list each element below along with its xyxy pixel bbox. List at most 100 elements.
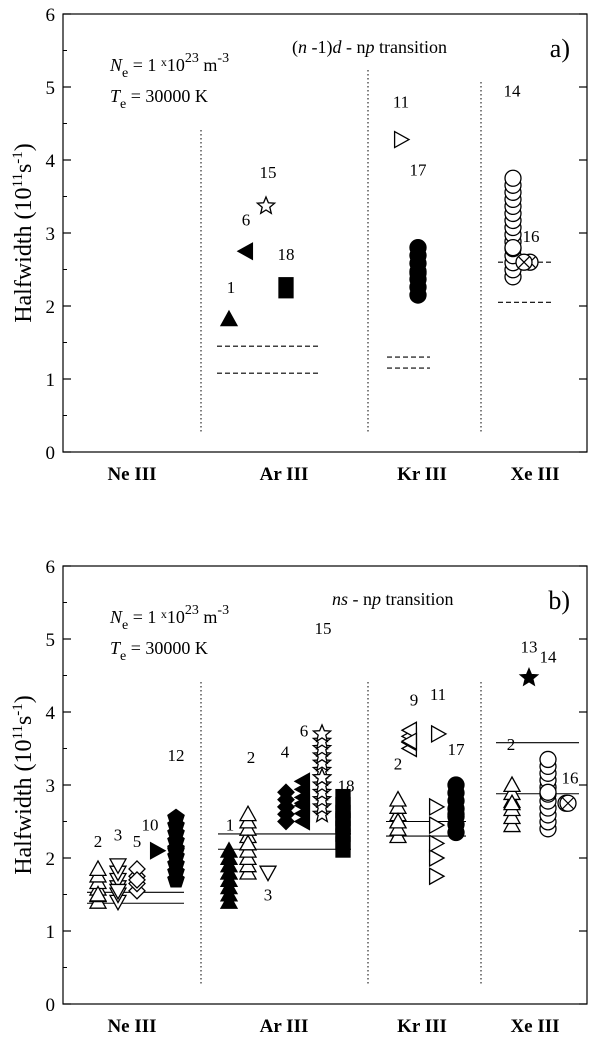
marker [311, 745, 333, 765]
point-label: 11 [393, 93, 409, 112]
point-label: 5 [133, 832, 142, 851]
data-point-18: 18 [335, 777, 355, 858]
point-label: 2 [507, 735, 516, 754]
marker [447, 805, 465, 823]
y-tick-label: 1 [46, 922, 56, 943]
marker [539, 783, 557, 801]
marker [428, 797, 446, 817]
data-point-17: 17 [409, 161, 428, 304]
data-point-9: 9 [400, 690, 419, 758]
marker [502, 775, 522, 793]
category-label: Kr III [397, 464, 447, 485]
text-span: = 1 [128, 55, 161, 75]
point-label: 12 [168, 746, 185, 765]
y-axis-label: Halfwidth (1011s-1) [10, 695, 37, 875]
marker [502, 807, 522, 825]
marker [430, 724, 448, 744]
data-point-1: 1 [219, 278, 239, 327]
text-span: - n [348, 589, 372, 609]
marker [428, 867, 446, 886]
marker [311, 774, 333, 794]
data-point-3: 3 [258, 865, 278, 905]
data-point-2: 2 [88, 832, 108, 909]
data-point-2: 2 [502, 735, 522, 833]
marker [428, 834, 446, 853]
marker [393, 130, 411, 149]
marker [447, 776, 465, 794]
text-span: e [120, 97, 126, 112]
marker [128, 870, 146, 889]
text-span: ) [11, 695, 37, 703]
point-label: 3 [114, 825, 123, 844]
text-span: d [333, 37, 343, 57]
text-span: N [109, 55, 123, 75]
text-span: 11 [10, 725, 26, 739]
point-label: 2 [247, 748, 256, 767]
electron-temperature: Te = 30000 K [110, 86, 208, 112]
data-point-18: 18 [278, 245, 295, 299]
marker [108, 858, 128, 875]
text-span: m [199, 55, 218, 75]
panel-title: ns - np transition [332, 589, 454, 609]
category-label: Ne III [107, 1016, 156, 1037]
data-point-15: 15 [311, 619, 333, 823]
marker [409, 238, 427, 257]
y-tick-label: 5 [46, 78, 56, 99]
data-point-16: 16 [515, 227, 540, 271]
point-label: 2 [94, 832, 103, 851]
marker [400, 721, 418, 740]
point-label: 9 [410, 690, 419, 709]
text-span: ns [332, 589, 348, 609]
marker [518, 667, 540, 687]
text-span: ) [11, 143, 37, 151]
y-tick-label: 0 [46, 995, 56, 1016]
marker [539, 750, 557, 769]
y-tick-label: 6 [46, 557, 56, 578]
marker [428, 816, 446, 835]
point-label: 1 [227, 278, 236, 297]
text-span: e [120, 649, 126, 664]
text-span: e [122, 66, 128, 81]
marker [108, 883, 128, 901]
marker [335, 788, 351, 811]
text-span: 11 [10, 173, 26, 187]
text-span: s [11, 164, 37, 173]
marker-cross [518, 256, 530, 269]
marker [335, 810, 351, 833]
text-span: e [122, 618, 128, 633]
point-label: 13 [521, 638, 538, 657]
marker [219, 841, 239, 858]
marker [559, 794, 577, 812]
marker [311, 737, 333, 758]
point-label: 14 [504, 81, 522, 100]
text-span: -3 [217, 51, 229, 66]
text-span: -1) [307, 37, 333, 58]
text-span: N [109, 607, 123, 627]
marker [311, 730, 333, 750]
point-label: 15 [260, 163, 277, 182]
electron-density: Ne = 1 x1023 m-3 [109, 51, 229, 81]
y-tick-label: 4 [46, 703, 56, 724]
marker [167, 841, 185, 859]
point-label: 16 [523, 227, 540, 246]
text-span: transition [381, 589, 454, 609]
point-label: 11 [430, 685, 446, 704]
y-tick-label: 5 [46, 630, 56, 651]
y-tick-label: 1 [46, 370, 56, 391]
text-span: - n [342, 37, 366, 57]
data-point-4: 4 [277, 742, 295, 831]
point-label: 17 [410, 161, 428, 180]
text-span: n [298, 37, 307, 57]
text-span: s [11, 716, 37, 725]
category-label: Xe III [510, 1016, 559, 1037]
point-label: 4 [281, 742, 290, 761]
marker [502, 815, 522, 833]
marker [388, 812, 408, 829]
marker [149, 841, 167, 860]
point-label: 6 [300, 721, 309, 740]
text-span: transition [375, 37, 448, 57]
data-point-14: 14 [539, 647, 557, 838]
point-label: 18 [338, 777, 355, 796]
y-tick-label: 2 [46, 849, 56, 870]
data-point-10: 10 [142, 816, 167, 860]
